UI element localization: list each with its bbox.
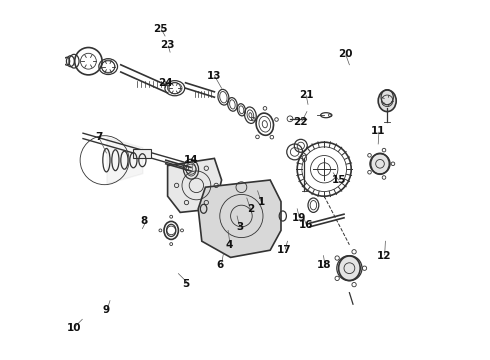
Text: 8: 8 [141, 216, 148, 226]
Text: 19: 19 [292, 213, 306, 223]
Text: 11: 11 [371, 126, 386, 136]
Ellipse shape [339, 256, 360, 280]
Text: 1: 1 [258, 197, 265, 207]
Text: 9: 9 [103, 305, 110, 315]
Text: 12: 12 [376, 251, 391, 261]
Text: 13: 13 [207, 71, 221, 81]
Text: 17: 17 [277, 245, 292, 255]
Text: 14: 14 [184, 155, 198, 165]
Text: 7: 7 [96, 132, 103, 142]
Ellipse shape [370, 153, 390, 174]
Text: 22: 22 [294, 117, 308, 127]
Text: 4: 4 [225, 240, 232, 250]
Text: 21: 21 [299, 90, 314, 100]
Text: 25: 25 [153, 24, 168, 34]
Text: 18: 18 [317, 260, 331, 270]
FancyBboxPatch shape [133, 149, 151, 158]
Text: 2: 2 [247, 204, 254, 214]
Text: 10: 10 [67, 323, 81, 333]
Text: 24: 24 [158, 78, 173, 88]
Text: 5: 5 [182, 279, 189, 289]
Ellipse shape [378, 90, 396, 112]
Text: 16: 16 [299, 220, 314, 230]
Polygon shape [198, 180, 281, 257]
Text: 6: 6 [216, 260, 223, 270]
Text: 3: 3 [236, 222, 243, 232]
Text: 23: 23 [160, 40, 175, 50]
Text: 20: 20 [339, 49, 353, 59]
Text: 15: 15 [331, 175, 346, 185]
Polygon shape [168, 158, 221, 212]
